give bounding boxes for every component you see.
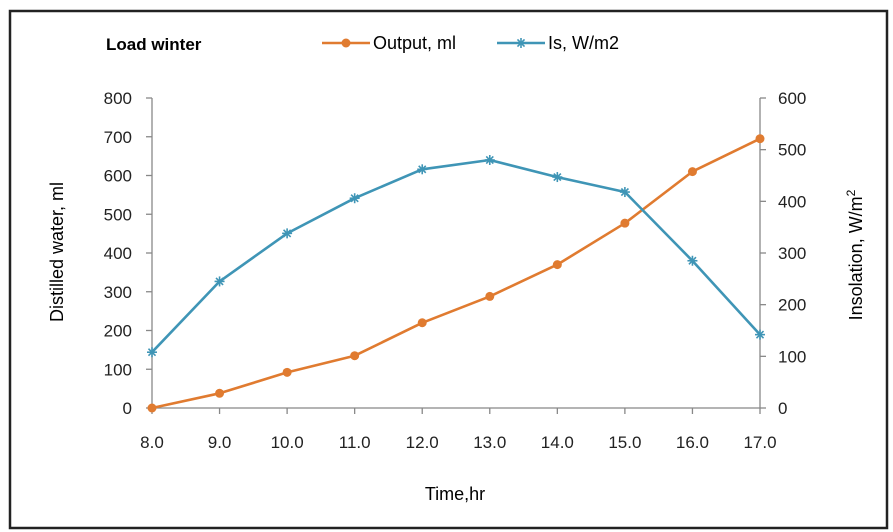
data-point-is — [349, 193, 360, 204]
x-tick-label: 9.0 — [208, 433, 232, 452]
data-point-is — [282, 228, 293, 239]
data-point-is — [484, 155, 495, 165]
data-point-is — [755, 329, 765, 340]
data-point-output — [620, 218, 630, 228]
x-tick-label: 13.0 — [473, 433, 506, 452]
y2-tick-label: 600 — [778, 89, 806, 108]
y2-tick-label: 100 — [778, 347, 806, 366]
legend-label-is: Is, W/m2 — [548, 33, 619, 53]
x-tick-label: 17.0 — [743, 433, 776, 452]
data-point-is — [619, 187, 630, 198]
y-axis-title: Distilled water, ml — [47, 182, 67, 322]
legend: Output, ml Is, W/m2 — [322, 33, 619, 53]
data-point-is — [687, 255, 698, 266]
series-layer — [147, 134, 765, 413]
y-tick-label: 800 — [104, 89, 132, 108]
y2-axis-title-superscript: 2 — [844, 189, 858, 196]
chart-frame — [8, 9, 889, 530]
data-point-output — [282, 367, 292, 377]
x-axis-title: Time,hr — [425, 484, 485, 504]
legend-item-output: Output, ml — [322, 33, 456, 53]
y2-axis-title-text: Insolation, W/m — [846, 196, 866, 320]
data-point-output — [215, 388, 225, 398]
y-tick-label: 0 — [123, 399, 132, 418]
y2-tick-label: 300 — [778, 244, 806, 263]
legend-item-is: Is, W/m2 — [497, 33, 619, 53]
x-tick-label: 10.0 — [271, 433, 304, 452]
data-point-output — [417, 318, 427, 328]
data-point-output — [687, 167, 697, 177]
y-tick-label: 400 — [104, 244, 132, 263]
data-point-output — [147, 403, 157, 413]
y-tick-label: 200 — [104, 322, 132, 341]
x-tick-label: 11.0 — [339, 433, 371, 452]
legend-marker-output — [341, 38, 351, 48]
series-line-is — [151, 158, 761, 354]
data-point-is — [214, 276, 225, 287]
y-tick-label: 300 — [104, 283, 132, 302]
y-tick-label: 700 — [104, 128, 132, 147]
y2-axis-title: Insolation, W/m2 — [844, 189, 866, 320]
x-tick-label: 15.0 — [608, 433, 641, 452]
data-point-output — [755, 134, 765, 144]
x-tick-label: 8.0 — [140, 433, 164, 452]
y-tick-label: 500 — [104, 205, 132, 224]
data-point-output — [350, 351, 360, 361]
x-tick-label: 12.0 — [406, 433, 439, 452]
legend-star-glyph — [516, 38, 526, 48]
data-point-output — [552, 260, 562, 270]
data-point-is — [147, 347, 157, 358]
chart-title: Load winter — [106, 35, 202, 54]
axes: 0 100 200 300 400 500 600 700 800 0 100 200 300 400 50… — [104, 89, 807, 452]
x-tick-label: 14.0 — [541, 433, 574, 452]
legend-marker-is — [516, 38, 526, 48]
y2-tick-label: 400 — [778, 192, 806, 211]
series-line-output — [151, 137, 761, 410]
y-tick-label: 600 — [104, 167, 132, 186]
x-tick-label: 16.0 — [676, 433, 709, 452]
y2-tick-label: 200 — [778, 296, 806, 315]
data-point-output — [485, 291, 495, 301]
legend-label-output: Output, ml — [373, 33, 456, 53]
data-point-is — [417, 164, 428, 175]
data-point-is — [552, 172, 563, 183]
y-tick-label: 100 — [104, 360, 132, 379]
y2-tick-label: 500 — [778, 141, 806, 160]
y2-tick-label: 0 — [778, 399, 787, 418]
